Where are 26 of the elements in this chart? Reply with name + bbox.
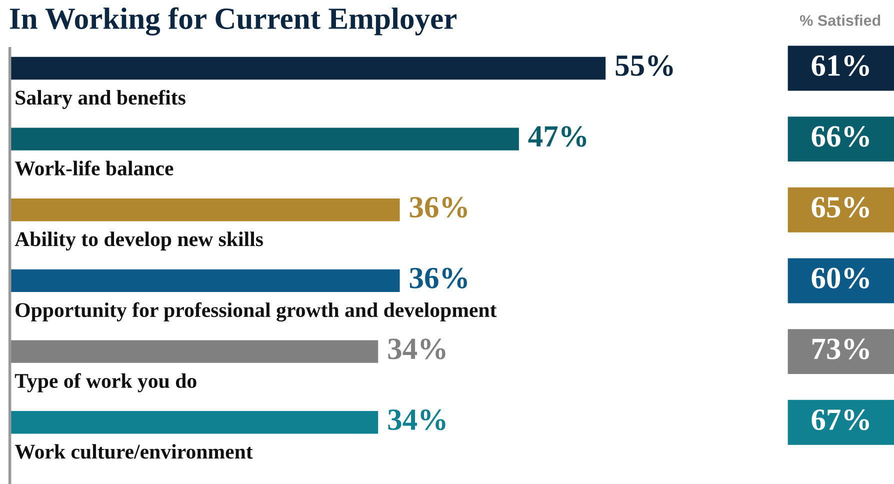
data-label: 55%: [616, 55, 673, 76]
bar: [10, 128, 519, 150]
bar: [10, 411, 378, 434]
data-label: 34%: [388, 409, 446, 430]
data-label: 47%: [528, 126, 586, 147]
text: 73%: [812, 338, 869, 360]
data-label: 34%: [388, 338, 446, 360]
text: 65%: [812, 196, 869, 218]
text: 67%: [812, 409, 869, 430]
text: 60%: [812, 268, 869, 288]
chart-title: In Working for Current Employer: [10, 7, 457, 36]
y-tick-label: Opportunity for professional growth and development: [16, 302, 497, 322]
bar: [10, 340, 378, 363]
text: 66%: [812, 126, 869, 147]
y-tick-label: Type of work you do: [14, 373, 196, 392]
y-tick-label: Work-life balance: [14, 160, 174, 176]
bar: [10, 56, 606, 80]
bar: [10, 269, 400, 292]
data-label: 36%: [410, 268, 467, 288]
bar: [10, 198, 400, 222]
text: % Satisfied: [800, 14, 880, 26]
y-tick-label: Salary and benefits: [16, 90, 186, 109]
y-tick-label: Work culture/environment: [14, 444, 253, 459]
data-label: 36%: [410, 196, 467, 218]
text: 61%: [812, 55, 869, 76]
y-tick-label: Ability to develop new skills: [14, 232, 263, 251]
